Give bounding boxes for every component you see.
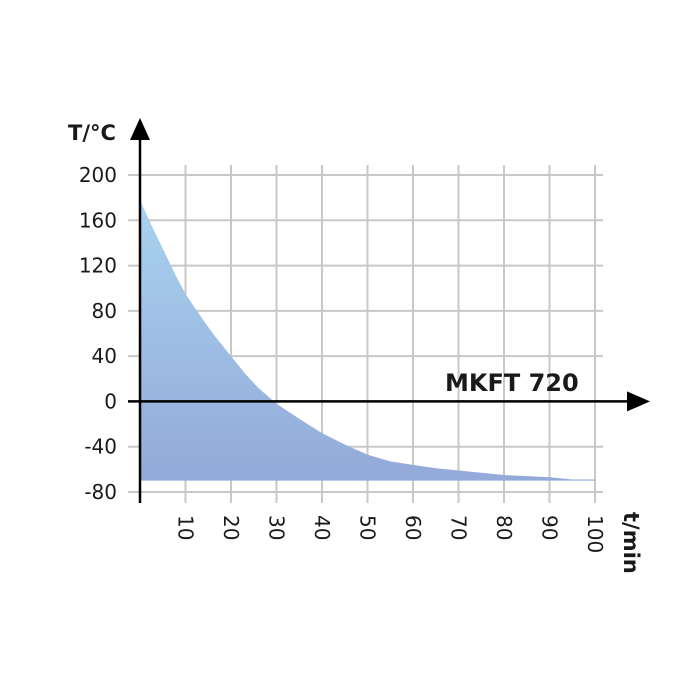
x-tick-label: 30 <box>265 515 289 540</box>
grid <box>128 165 603 503</box>
tick-labels: 200 160 120 80 40 0 -40 -80 10 20 30 40 50 60 70 80 90 10… <box>79 163 607 553</box>
x-tick-label: 90 <box>538 515 562 540</box>
x-tick-label: 60 <box>401 515 425 540</box>
x-axis-arrow <box>627 391 650 412</box>
axes <box>128 118 650 503</box>
series-label: MKFT 720 <box>445 369 579 397</box>
x-tick-label: 50 <box>356 515 380 540</box>
x-tick-label: 10 <box>174 515 198 540</box>
y-tick-label: 0 <box>104 389 117 413</box>
y-tick-label: 80 <box>92 299 117 323</box>
y-tick-label: -80 <box>84 480 117 504</box>
x-tick-label: 80 <box>492 515 516 540</box>
x-axis-title: t/min <box>619 512 643 574</box>
y-tick-label: 120 <box>79 254 117 278</box>
x-tick-label: 20 <box>219 515 243 540</box>
x-tick-label: 70 <box>447 515 471 540</box>
y-tick-label: 200 <box>79 163 117 187</box>
y-tick-label: -40 <box>84 435 117 459</box>
y-tick-label: 40 <box>92 344 117 368</box>
x-tick-label: 100 <box>583 515 607 553</box>
y-axis-title: T/°C <box>68 121 116 145</box>
temperature-area <box>140 199 595 481</box>
x-tick-label: 40 <box>310 515 334 540</box>
y-axis-arrow <box>130 118 150 140</box>
y-tick-label: 160 <box>79 208 117 232</box>
